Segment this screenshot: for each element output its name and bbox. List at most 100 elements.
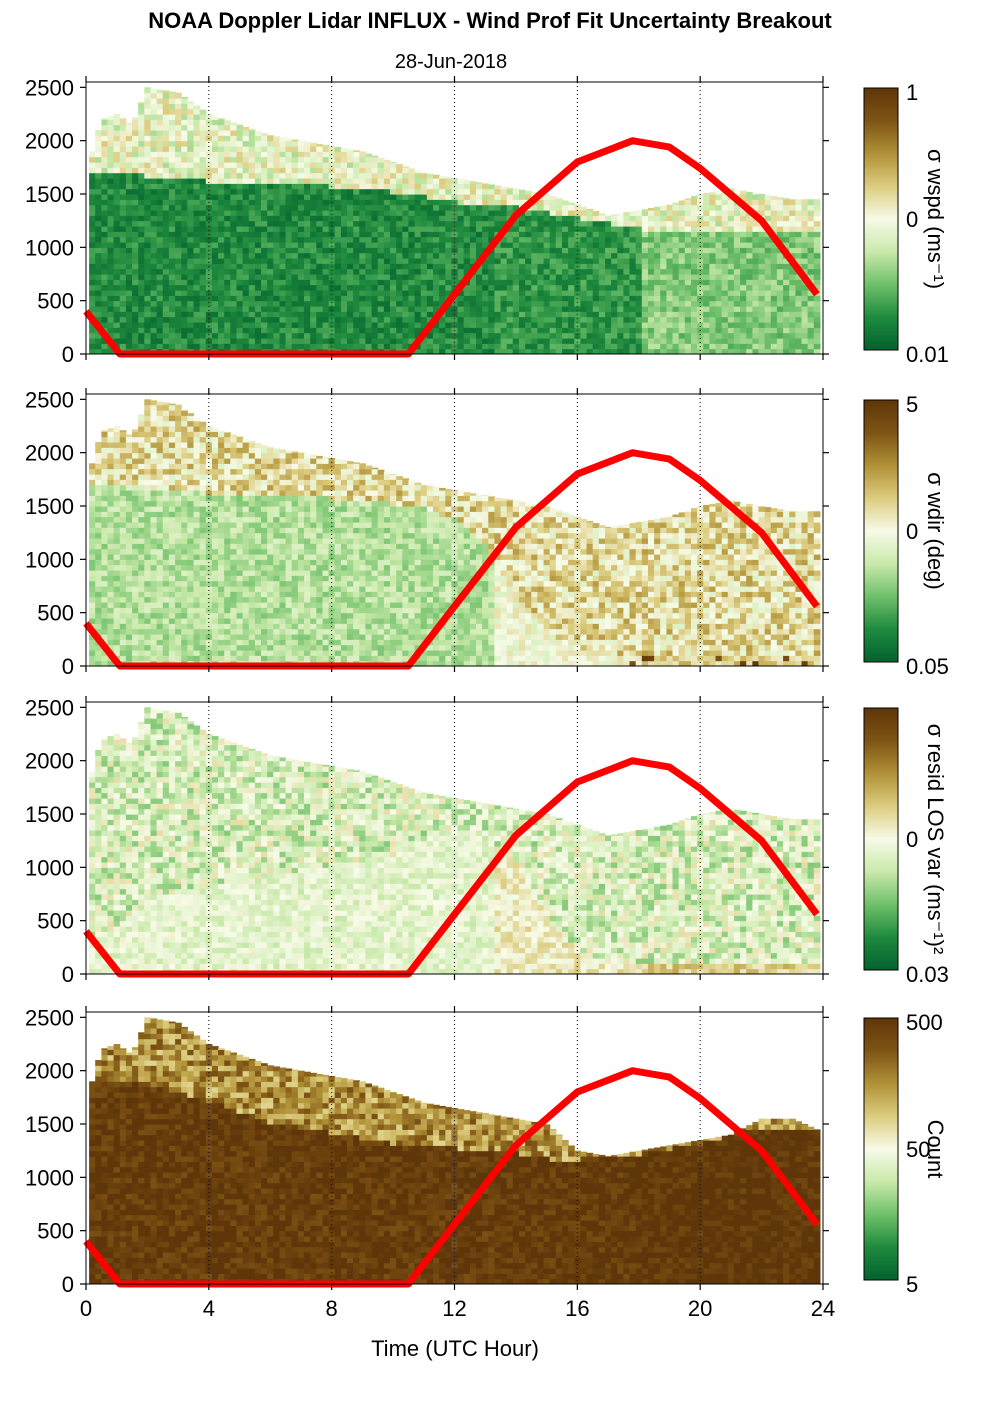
heatmap-cell xyxy=(89,172,96,179)
heatmap-cell xyxy=(776,210,784,216)
heatmap-cell xyxy=(433,268,440,275)
heatmap-cell xyxy=(353,178,360,184)
heatmap-cell xyxy=(168,500,176,507)
heatmap-cell xyxy=(488,284,495,291)
heatmap-cell xyxy=(420,311,428,318)
heatmap-cell xyxy=(230,316,237,323)
heatmap-cell xyxy=(476,322,483,328)
heatmap-cell xyxy=(218,210,225,216)
heatmap-cell xyxy=(144,146,151,152)
heatmap-cell xyxy=(107,327,115,334)
heatmap-cell xyxy=(113,495,121,502)
heatmap-cell xyxy=(764,348,772,354)
heatmap-cell xyxy=(175,447,182,454)
heatmap-cell xyxy=(488,295,495,302)
heatmap-cell xyxy=(377,178,385,184)
heatmap-cell xyxy=(107,447,115,454)
heatmap-cell xyxy=(776,231,784,238)
heatmap-cell xyxy=(162,236,170,243)
heatmap-cell xyxy=(629,306,637,312)
heatmap-cell xyxy=(715,327,723,334)
heatmap-cell xyxy=(218,268,225,275)
heatmap-cell xyxy=(285,199,293,206)
heatmap-cell xyxy=(322,144,330,147)
heatmap-cell xyxy=(132,242,139,248)
heatmap-cell xyxy=(328,338,336,344)
heatmap-cell xyxy=(574,284,581,291)
heatmap-cell xyxy=(175,484,182,491)
heatmap-cell xyxy=(347,210,354,216)
heatmap-cell xyxy=(193,119,201,126)
heatmap-cell xyxy=(211,284,219,291)
heatmap-cell xyxy=(156,655,164,662)
heatmap-cell xyxy=(476,290,483,296)
heatmap-cell xyxy=(482,274,489,280)
heatmap-cell xyxy=(113,474,121,480)
heatmap-cell xyxy=(611,327,618,334)
heatmap-cell xyxy=(488,184,495,190)
heatmap-cell xyxy=(310,167,317,174)
heatmap-cell xyxy=(267,300,274,307)
heatmap-cell xyxy=(175,479,182,486)
heatmap-cell xyxy=(304,338,311,344)
heatmap-cell xyxy=(402,204,409,211)
heatmap-cell xyxy=(776,204,784,211)
heatmap-cell xyxy=(543,332,551,339)
heatmap-cell xyxy=(304,151,311,158)
heatmap-cell xyxy=(691,338,698,344)
heatmap-cell xyxy=(291,167,299,174)
heatmap-cell xyxy=(144,543,151,550)
heatmap-cell xyxy=(119,463,127,470)
heatmap-cell xyxy=(162,426,170,432)
heatmap-cell xyxy=(199,194,207,200)
heatmap-cell xyxy=(801,252,809,259)
heatmap-cell xyxy=(144,300,151,307)
heatmap-cell xyxy=(199,306,207,312)
heatmap-cell xyxy=(494,306,502,312)
heatmap-cell xyxy=(371,327,379,334)
heatmap-cell xyxy=(156,167,164,174)
heatmap-cell xyxy=(181,156,188,163)
heatmap-cell xyxy=(322,252,330,259)
heatmap-cell xyxy=(469,300,477,307)
heatmap-cell xyxy=(156,511,164,518)
heatmap-cell xyxy=(519,332,526,339)
heatmap-cell xyxy=(230,162,237,168)
heatmap-cell xyxy=(132,295,139,302)
heatmap-cell xyxy=(248,242,256,248)
heatmap-cell xyxy=(236,274,244,280)
heatmap-cell xyxy=(568,284,575,291)
heatmap-cell xyxy=(666,204,674,211)
heatmap-cell xyxy=(328,332,336,339)
heatmap-cell xyxy=(709,199,717,206)
heatmap-cell xyxy=(242,183,250,190)
heatmap-cell xyxy=(617,231,624,238)
heatmap-cell xyxy=(107,586,115,592)
heatmap-cell xyxy=(543,220,551,227)
heatmap-cell xyxy=(279,338,287,344)
heatmap-cell xyxy=(605,295,612,302)
heatmap-cell xyxy=(715,204,723,211)
heatmap-cell xyxy=(168,188,176,195)
heatmap-cell xyxy=(168,650,176,656)
heatmap-cell xyxy=(168,522,176,528)
heatmap-cell xyxy=(175,644,182,651)
heatmap-cell xyxy=(408,306,416,312)
heatmap-cell xyxy=(500,210,508,216)
heatmap-cell xyxy=(113,602,121,608)
heatmap-cell xyxy=(733,348,741,354)
heatmap-cell xyxy=(611,274,618,280)
heatmap-cell xyxy=(119,655,127,662)
heatmap-cell xyxy=(383,258,391,264)
heatmap-cell xyxy=(408,268,416,275)
heatmap-cell xyxy=(586,231,594,238)
heatmap-cell xyxy=(654,316,661,323)
heatmap-cell xyxy=(807,343,815,350)
heatmap-cell xyxy=(316,194,323,200)
heatmap-cell xyxy=(703,311,710,318)
heatmap-cell xyxy=(150,420,158,427)
heatmap-cell xyxy=(248,128,256,131)
heatmap-cell xyxy=(297,172,305,179)
heatmap-cell xyxy=(727,252,735,259)
heatmap-cell xyxy=(562,290,569,296)
